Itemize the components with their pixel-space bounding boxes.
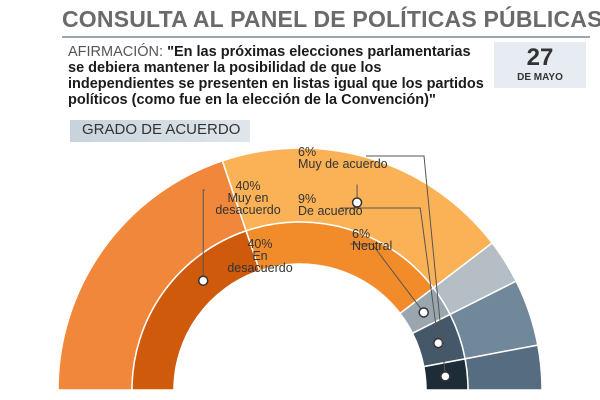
leader-line-muy-en-desacuerdo: [202, 189, 205, 281]
leader-line-neutral: [350, 243, 425, 313]
data-label-muy-en-desacuerdo: 40% Muy en desacuerdo: [215, 179, 280, 217]
statement-label: AFIRMACIÓN:: [68, 44, 164, 60]
section-band: [70, 120, 250, 142]
statement-text: "En las próximas elecciones parlamentari…: [68, 44, 484, 108]
statement: AFIRMACIÓN: "En las próximas elecciones …: [68, 44, 488, 108]
date-day: 27: [526, 44, 554, 71]
title-divider: [62, 36, 590, 38]
page-title: CONSULTA AL PANEL DE POLÍTICAS PÚBLICAS: [62, 6, 600, 32]
data-label-de-acuerdo: 9% De acuerdo: [298, 192, 363, 218]
leader-line-de-acuerdo: [340, 207, 439, 344]
marker-de-acuerdo: [433, 337, 444, 349]
data-label-muy-de-acuerdo: 6% Muy de acuerdo: [298, 145, 388, 171]
marker-muy-en-desacuerdo: [197, 275, 209, 286]
data-label-neutral: 6% Neutral: [352, 227, 392, 253]
date-month: DE MAYO: [517, 72, 563, 83]
marker-en-desacuerdo: [351, 197, 363, 208]
date-badge: 27 DE MAYO: [494, 42, 586, 88]
data-label-en-desacuerdo: 40% En desacuerdo: [227, 237, 292, 275]
section-label: GRADO DE ACUERDO: [82, 121, 241, 138]
marker-muy-de-acuerdo: [440, 371, 451, 382]
marker-neutral: [418, 307, 429, 318]
leader-line-muy-de-acuerdo: [366, 155, 446, 377]
